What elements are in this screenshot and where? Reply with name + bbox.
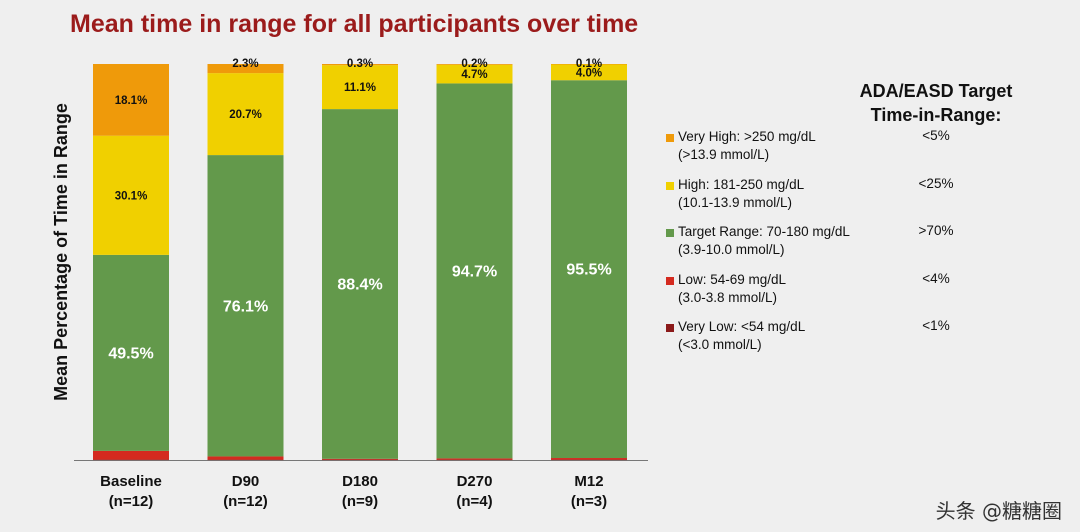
bar-segment <box>93 135 169 255</box>
data-label: 4.0% <box>576 67 602 79</box>
bar-segment <box>322 459 398 461</box>
legend-label-line2: (3.9-10.0 mmol/L) <box>678 242 785 257</box>
data-label: 94.7% <box>452 264 497 281</box>
x-tick-label: D180 <box>342 473 378 490</box>
bar-segment <box>436 459 513 461</box>
legend-label-line2: (>13.9 mmol/L) <box>678 147 770 162</box>
target-value: <4% <box>922 270 950 286</box>
x-tick-sublabel: (n=12) <box>109 493 154 510</box>
legend-swatch <box>666 229 674 237</box>
x-tick-label: D270 <box>457 473 493 490</box>
bar-segment <box>93 459 169 461</box>
data-label: 49.5% <box>108 345 153 362</box>
target-title-line1: ADA/EASD Target <box>859 81 1013 101</box>
data-label: 18.1% <box>115 95 148 107</box>
data-label: 95.5% <box>566 262 611 279</box>
target-value: >70% <box>918 223 954 238</box>
legend-swatch <box>666 181 674 190</box>
target-title-line2: Time-in-Range: <box>870 105 1002 125</box>
legend-label-line1: Very Low: <54 mg/dL <box>678 319 806 334</box>
bar-segment <box>551 459 627 461</box>
data-label: 4.7% <box>461 69 487 81</box>
legend-item: High: 181-250 mg/dL (10.1-13.9 mmol/L) <25… <box>666 176 996 216</box>
data-label: 0.3% <box>347 58 373 70</box>
x-tick-label: D90 <box>232 473 260 490</box>
bar-segment <box>93 450 169 460</box>
legend-label-line2: (10.1-13.9 mmol/L) <box>678 194 793 210</box>
data-label: 0.1% <box>576 58 602 70</box>
bar-segment <box>551 64 627 81</box>
bar-segment <box>322 109 398 459</box>
x-tick-sublabel: (n=9) <box>342 493 378 510</box>
bar-segment <box>207 155 284 457</box>
legend-item: Low: 54-69 mg/dL (3.0-3.8 mmol/L) <4% <box>666 271 996 311</box>
bar-segment <box>207 64 284 74</box>
bar-segment <box>551 64 627 65</box>
bar-segment <box>436 64 513 65</box>
bar-segment <box>436 83 513 459</box>
data-label: 30.1% <box>115 190 148 202</box>
bar-segment <box>436 64 513 84</box>
x-tick-label: M12 <box>574 473 603 490</box>
legend-item: Very High: >250 mg/dL (>13.9 mmol/L) <5% <box>666 128 996 168</box>
legend-label: Low: 54-69 mg/dL (3.0-3.8 mmol/L) <box>678 271 786 307</box>
data-label: 20.7% <box>229 109 262 121</box>
legend-swatch <box>666 134 674 142</box>
x-tick-sublabel: (n=12) <box>223 493 268 510</box>
target-value: <5% <box>922 128 950 143</box>
data-label: 11.1% <box>344 82 376 94</box>
target-panel-title: ADA/EASD Target Time-in-Range: <box>826 79 1046 127</box>
y-axis-title: Mean Percentage of Time in Range <box>51 103 71 401</box>
bar-segment <box>93 64 169 136</box>
bar-segment <box>551 80 627 459</box>
target-value: <25% <box>918 175 954 191</box>
data-label: 0.2% <box>461 58 487 70</box>
x-axis-labels: Baseline (n=12) D90 (n=12) D180 (n=9) D270 (n=4… <box>100 473 607 510</box>
bar-segment <box>207 456 284 460</box>
legend-label-line1: High: 181-250 mg/dL <box>678 176 805 192</box>
data-label: 88.4% <box>337 277 382 294</box>
legend-label: High: 181-250 mg/dL (10.1-13.9 mmol/L) <box>678 176 804 212</box>
legend-item: Very Low: <54 mg/dL (<3.0 mmol/L) <1% <box>666 318 996 358</box>
stacked-bar-chart: Mean Percentage of Time in Range 49.5% 30… <box>51 58 648 510</box>
bar-segment <box>322 458 398 460</box>
data-label: 2.3% <box>232 58 258 70</box>
legend-label: Very Low: <54 mg/dL (<3.0 mmol/L) <box>678 318 805 354</box>
bar-segment <box>436 458 513 460</box>
legend-label-line2: (3.0-3.8 mmol/L) <box>678 289 778 305</box>
bar-segment <box>551 458 627 460</box>
bar-segment <box>93 254 169 451</box>
x-tick-sublabel: (n=4) <box>456 493 492 510</box>
bar-segment <box>207 459 284 461</box>
legend-swatch <box>666 324 674 332</box>
target-value: <1% <box>922 318 950 333</box>
y-axis-title-group: Mean Percentage of Time in Range <box>51 103 71 401</box>
bars-group: 49.5% 30.1% 18.1% 76.1% 20.7% 2.3% 88.4% 11.1% 0… <box>74 58 648 461</box>
x-tick-sublabel: (n=3) <box>571 493 607 510</box>
watermark: 头条 @糖糖圈 <box>935 499 1062 523</box>
data-label: 76.1% <box>223 298 268 315</box>
x-tick-label: Baseline <box>100 473 162 490</box>
bar-segment <box>322 64 398 66</box>
legend-label-line1: Target Range: 70-180 mg/dL <box>678 224 850 239</box>
legend-label: Very High: >250 mg/dL (>13.9 mmol/L) <box>678 128 816 164</box>
legend-swatch <box>666 276 674 285</box>
bar-segment <box>207 73 284 156</box>
legend-item: Target Range: 70-180 mg/dL (3.9-10.0 mmol… <box>666 223 996 263</box>
legend-label-line1: Very High: >250 mg/dL <box>678 129 816 144</box>
page-title: Mean time in range for all participants … <box>70 10 639 38</box>
legend-label-line2: (<3.0 mmol/L) <box>678 337 762 352</box>
legend-label-line1: Low: 54-69 mg/dL <box>678 271 787 287</box>
bar-segment <box>322 65 398 110</box>
legend-label: Target Range: 70-180 mg/dL (3.9-10.0 mmol… <box>678 223 850 259</box>
